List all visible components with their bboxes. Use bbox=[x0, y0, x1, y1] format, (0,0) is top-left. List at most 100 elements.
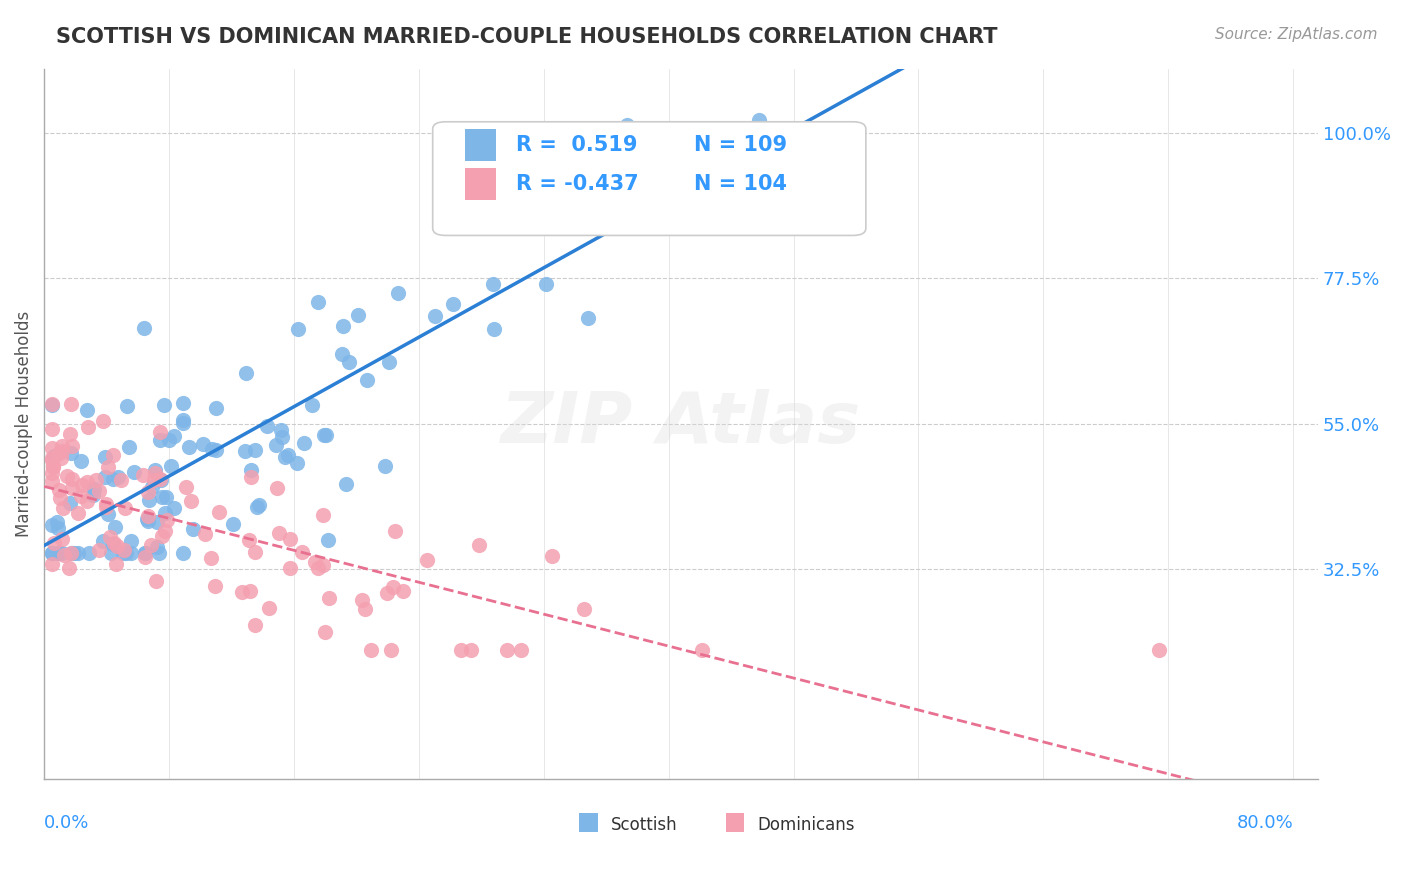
Point bbox=[312, 508, 335, 522]
Point bbox=[285, 456, 308, 470]
Point bbox=[89, 484, 111, 499]
Point bbox=[93, 414, 115, 428]
Point bbox=[204, 442, 226, 457]
Point bbox=[172, 396, 194, 410]
Point bbox=[115, 399, 138, 413]
Point bbox=[44, 449, 66, 463]
Point bbox=[84, 473, 107, 487]
Point bbox=[77, 420, 100, 434]
Point bbox=[576, 311, 599, 326]
Point bbox=[748, 113, 770, 128]
Point bbox=[318, 591, 340, 605]
Point bbox=[233, 444, 256, 458]
Point bbox=[291, 545, 314, 559]
Point bbox=[270, 423, 292, 437]
Point bbox=[94, 469, 117, 483]
Point bbox=[51, 451, 73, 466]
Point bbox=[315, 428, 337, 442]
Point bbox=[45, 515, 67, 529]
Point bbox=[534, 277, 557, 291]
Point bbox=[52, 548, 75, 562]
Point bbox=[243, 618, 266, 632]
Text: SCOTTISH VS DOMINICAN MARRIED-COUPLE HOUSEHOLDS CORRELATION CHART: SCOTTISH VS DOMINICAN MARRIED-COUPLE HOU… bbox=[56, 27, 998, 46]
Point bbox=[134, 546, 156, 560]
Point bbox=[41, 546, 63, 560]
Point bbox=[205, 401, 228, 416]
Point bbox=[70, 454, 93, 468]
Point bbox=[42, 536, 65, 550]
Point bbox=[277, 449, 299, 463]
Point bbox=[557, 208, 579, 222]
Point bbox=[111, 546, 134, 560]
Point bbox=[278, 561, 301, 575]
Point bbox=[141, 538, 163, 552]
Point bbox=[41, 558, 63, 572]
Point bbox=[356, 373, 378, 387]
Point bbox=[354, 602, 377, 616]
Point bbox=[350, 593, 373, 607]
Point bbox=[156, 512, 179, 526]
Point bbox=[246, 500, 269, 514]
Point bbox=[380, 642, 402, 657]
Point bbox=[60, 481, 83, 495]
Point bbox=[247, 499, 270, 513]
Point bbox=[103, 448, 125, 462]
Point bbox=[496, 642, 519, 657]
Point bbox=[63, 546, 86, 560]
Point bbox=[146, 540, 169, 554]
Point bbox=[114, 546, 136, 560]
Point bbox=[441, 297, 464, 311]
Point bbox=[374, 458, 396, 473]
Point bbox=[145, 574, 167, 589]
Point bbox=[59, 446, 82, 460]
Point bbox=[172, 416, 194, 430]
Point bbox=[194, 527, 217, 541]
Point bbox=[141, 480, 163, 494]
Point bbox=[163, 428, 186, 442]
Point bbox=[103, 537, 125, 551]
Point bbox=[467, 538, 489, 552]
Point bbox=[41, 459, 63, 474]
Point bbox=[60, 472, 83, 486]
Point bbox=[243, 545, 266, 559]
Point bbox=[41, 398, 63, 412]
Point bbox=[267, 526, 290, 541]
Point bbox=[307, 295, 329, 310]
Point bbox=[266, 481, 288, 495]
Point bbox=[150, 529, 173, 543]
Point bbox=[132, 320, 155, 334]
Point bbox=[136, 509, 159, 524]
Point bbox=[76, 493, 98, 508]
Point bbox=[274, 450, 297, 465]
Point bbox=[484, 322, 506, 336]
FancyBboxPatch shape bbox=[433, 122, 866, 235]
Point bbox=[271, 430, 294, 444]
Point bbox=[89, 542, 111, 557]
Point bbox=[98, 530, 121, 544]
Point bbox=[97, 508, 120, 522]
Point bbox=[120, 534, 142, 549]
Text: N = 104: N = 104 bbox=[695, 174, 787, 194]
Point bbox=[177, 440, 200, 454]
Point bbox=[105, 558, 128, 572]
Text: 80.0%: 80.0% bbox=[1236, 814, 1294, 832]
Point bbox=[134, 549, 156, 564]
Point bbox=[143, 466, 166, 480]
Point bbox=[330, 347, 353, 361]
Point bbox=[690, 642, 713, 657]
Point bbox=[231, 585, 253, 599]
Text: N = 109: N = 109 bbox=[695, 135, 787, 154]
Point bbox=[103, 472, 125, 486]
Point bbox=[661, 128, 683, 142]
Point bbox=[423, 309, 446, 323]
Point bbox=[201, 442, 224, 456]
Point bbox=[360, 642, 382, 657]
Text: Source: ZipAtlas.com: Source: ZipAtlas.com bbox=[1215, 27, 1378, 42]
Point bbox=[159, 458, 181, 473]
Point bbox=[347, 308, 370, 322]
Text: R =  0.519: R = 0.519 bbox=[516, 135, 637, 154]
Point bbox=[142, 473, 165, 487]
Point bbox=[136, 485, 159, 500]
Point bbox=[509, 642, 531, 657]
Point bbox=[60, 546, 83, 560]
